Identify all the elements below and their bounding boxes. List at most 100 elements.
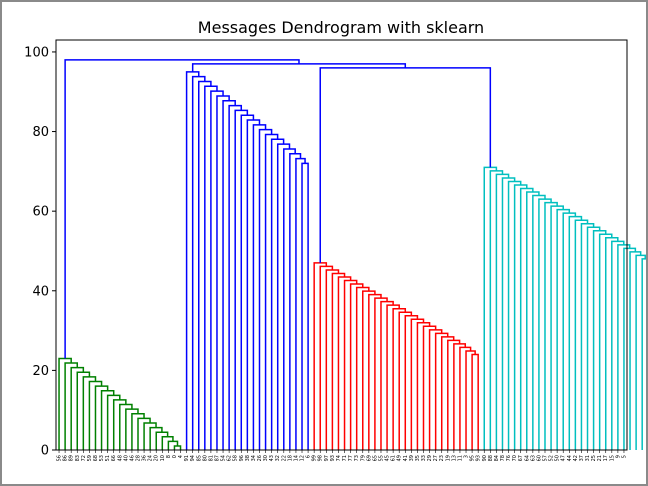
x-tick-label: 20 (154, 455, 160, 461)
x-tick-label: 37 (579, 455, 585, 461)
dendrogram-link (550, 205, 564, 450)
dendrogram-link (173, 445, 182, 450)
x-tick-label: 68 (93, 455, 99, 461)
x-tick-label: 71 (342, 455, 348, 461)
dendrogram-link (289, 153, 302, 450)
x-tick-label: 60 (536, 455, 542, 461)
x-tick-label: 73 (354, 455, 360, 461)
dendrogram-link (483, 166, 498, 450)
x-tick-label: 86 (63, 455, 69, 461)
dendrogram-link (161, 436, 174, 450)
x-tick-label: 64 (524, 455, 530, 461)
x-tick-label: 24 (148, 455, 154, 461)
dendrogram-link (76, 371, 91, 450)
x-tick-label: 66 (111, 455, 117, 461)
dendrogram-link (216, 95, 230, 450)
x-tick-label: 80 (202, 455, 208, 461)
x-tick-label: 67 (518, 455, 524, 461)
x-tick-label: 34 (251, 455, 257, 461)
dendrogram-link (440, 336, 455, 450)
x-tick-label: 56 (57, 455, 63, 461)
x-tick-label: 61 (391, 455, 397, 461)
x-tick-label: 54 (221, 455, 227, 461)
x-tick-label: 18 (287, 455, 293, 461)
dendrogram-link (489, 170, 504, 450)
x-tick-label: 3 (464, 455, 470, 458)
dendrogram-link (137, 417, 151, 450)
dendrogram-link (592, 230, 607, 450)
x-tick-label: 36 (142, 455, 148, 461)
x-tick-label: 8 (166, 455, 172, 458)
x-tick-label: 81 (208, 455, 214, 461)
x-tick-label: 39 (409, 455, 415, 461)
x-tick-label: 0 (172, 455, 178, 458)
dendrogram-link (276, 143, 291, 450)
dendrogram-link (246, 119, 261, 450)
x-tick-label: 14 (293, 455, 299, 461)
x-tick-label: 47 (561, 455, 567, 461)
x-axis: 56 86 89 83 72 59 68 53 51 66 48 40 46 28 36 24 20 10 8 0 4 9… (57, 450, 627, 461)
x-tick-label: 78 (500, 455, 506, 461)
x-tick-label: 79 (360, 455, 366, 461)
x-tick-label: 44 (567, 455, 573, 461)
x-tick-label: 15 (609, 455, 615, 461)
x-tick-label: 95 (470, 455, 476, 461)
y-tick-label: 40 (32, 284, 49, 299)
x-tick-label: 93 (330, 455, 336, 461)
x-tick-label: 6 (306, 455, 312, 458)
y-tick-label: 20 (32, 364, 49, 379)
dendrogram-link (143, 422, 157, 450)
dendrogram-link (222, 100, 236, 450)
x-tick-label: 48 (117, 455, 123, 461)
dendrogram-link-upper (191, 63, 407, 72)
dendrogram-link (204, 85, 218, 450)
dendrogram-link (301, 162, 309, 450)
x-tick-label: 53 (99, 455, 105, 461)
x-tick-label: 22 (281, 455, 287, 461)
x-tick-label: 52 (549, 455, 555, 461)
x-tick-label: 25 (591, 455, 597, 461)
dendrogram-link (635, 254, 646, 450)
x-tick-label: 94 (190, 455, 196, 461)
x-tick-label: 76 (506, 455, 512, 461)
dendrogram-link (422, 325, 437, 450)
dendrogram-link (119, 403, 133, 450)
x-tick-label: 12 (300, 455, 306, 461)
dendrogram-link (258, 128, 273, 450)
y-tick-label: 0 (41, 444, 49, 459)
x-tick-label: 91 (184, 455, 190, 461)
dendrogram-link (526, 191, 540, 450)
x-tick-label: 77 (348, 455, 354, 461)
dendrogram-link (447, 339, 461, 450)
y-axis: 0 20 40 60 80 100 (24, 45, 56, 459)
dendrogram-link (459, 346, 472, 450)
dendrogram-link (611, 240, 625, 450)
x-tick-label: 50 (555, 455, 561, 461)
x-tick-label: 42 (573, 455, 579, 461)
x-tick-label: 27 (433, 455, 439, 461)
dendrogram-link (398, 311, 413, 450)
x-tick-label: 17 (603, 455, 609, 461)
x-tick-label: 33 (421, 455, 427, 461)
dendrogram-link (228, 104, 243, 450)
dendrogram-link (465, 350, 476, 450)
x-tick-label: 21 (597, 455, 603, 461)
x-tick-label: 72 (81, 455, 87, 461)
dendrogram-link (210, 90, 224, 450)
dendrogram-link (64, 362, 79, 450)
dendrogram-link (641, 258, 646, 450)
dendrogram-link (185, 71, 200, 450)
x-tick-label: 13 (451, 455, 457, 461)
dendrogram-link (337, 276, 352, 450)
y-tick-label: 100 (24, 45, 49, 60)
dendrogram-link (319, 265, 334, 450)
dendrogram-link (125, 408, 139, 450)
x-tick-label: 28 (136, 455, 142, 461)
dendrogram-link (507, 180, 522, 450)
x-tick-label: 40 (123, 455, 129, 461)
x-tick-label: 97 (324, 455, 330, 461)
x-tick-label: 43 (269, 455, 275, 461)
x-tick-label: 49 (397, 455, 403, 461)
